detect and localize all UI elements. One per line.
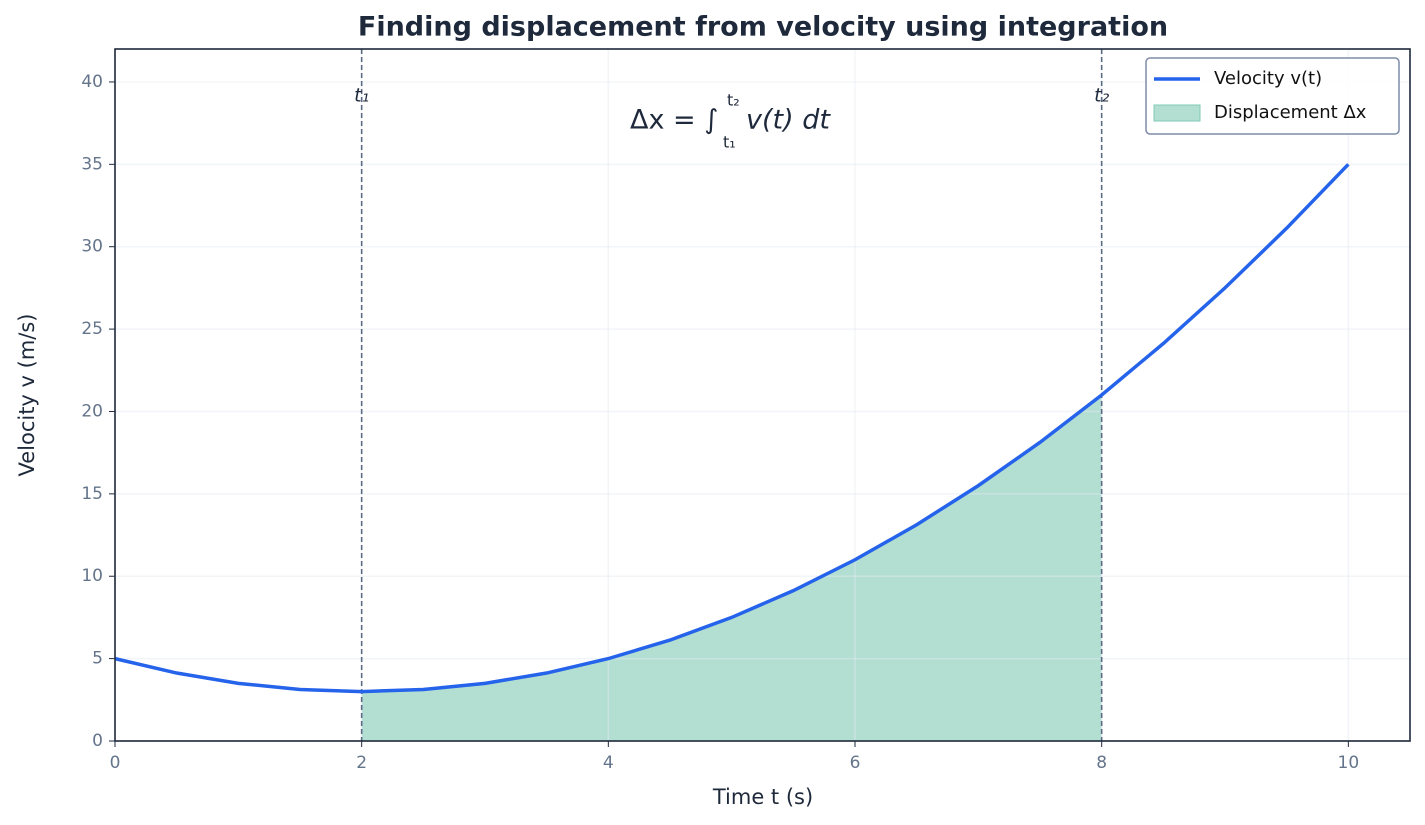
x-tick-label: 0 <box>110 753 121 773</box>
y-tick-label: 40 <box>81 72 103 92</box>
equation-lower: t₁ <box>723 133 736 152</box>
y-tick-label: 10 <box>81 566 103 586</box>
x-tick-label: 6 <box>850 753 861 773</box>
equation-integrand: v(t) dt <box>746 105 831 136</box>
legend-label: Velocity v(t) <box>1214 68 1322 89</box>
x-axis-label: Time t (s) <box>712 785 813 809</box>
legend-label: Displacement Δx <box>1214 102 1367 123</box>
y-tick-label: 30 <box>81 237 103 257</box>
equation-upper: t₂ <box>727 91 740 110</box>
legend-box <box>1145 57 1400 135</box>
chart-title: Finding displacement from velocity using… <box>358 12 1168 43</box>
plot-frame <box>114 48 1411 742</box>
y-tick-label: 15 <box>81 484 103 504</box>
y-tick-label: 20 <box>81 401 103 421</box>
y-tick-label: 0 <box>92 731 103 751</box>
x-tick-label: 8 <box>1096 753 1107 773</box>
y-axis-label: Velocity v (m/s) <box>15 313 39 476</box>
x-tick-label: 10 <box>1338 753 1360 773</box>
legend-swatch <box>1153 104 1201 122</box>
x-tick-label: 4 <box>603 753 614 773</box>
y-tick-label: 35 <box>81 154 103 174</box>
equation: Δx = ∫ t₂ t₁ v(t) dt <box>630 91 831 152</box>
marker-label: t₂ <box>1094 85 1109 107</box>
displacement-area <box>361 395 1102 741</box>
equation-text: Δx = ∫ <box>630 105 718 136</box>
legend: Velocity v(t) Displacement Δx <box>1145 57 1400 135</box>
x-tick-label: 2 <box>356 753 367 773</box>
y-tick-label: 25 <box>81 319 103 339</box>
y-tick-label: 5 <box>92 649 103 669</box>
marker-label: t₁ <box>354 85 369 107</box>
velocity-line <box>114 163 1350 694</box>
